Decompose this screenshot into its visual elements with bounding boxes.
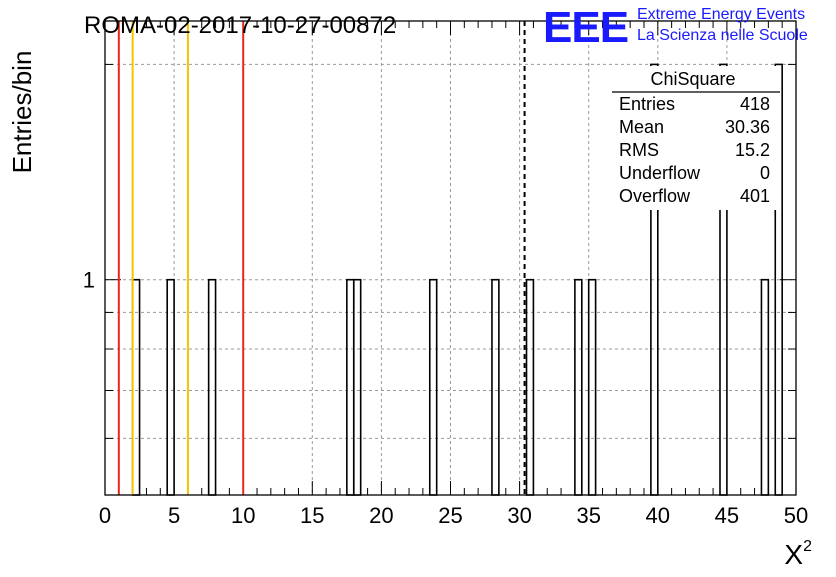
stats-row-rms: RMS 15.2 <box>619 140 770 160</box>
stats-box-background <box>612 66 780 210</box>
stats-row-entries: Entries 418 <box>619 94 770 114</box>
stats-value-entries: 418 <box>740 94 770 114</box>
x-tick-label: 0 <box>99 503 111 528</box>
stats-value-overflow: 401 <box>740 186 770 206</box>
chart-title: ROMA-02-2017-10-27-00872 <box>84 12 396 39</box>
logo-line-1: Extreme Energy Events <box>637 6 805 23</box>
stats-value-mean: 30.36 <box>725 117 770 137</box>
stats-label-overflow: Overflow <box>619 186 691 206</box>
x-tick-label: 30 <box>507 503 531 528</box>
eee-logo: EEE Extreme Energy Events La Scienza nel… <box>543 3 808 52</box>
x-axis-label: X2 <box>784 538 812 570</box>
stats-value-underflow: 0 <box>760 163 770 183</box>
y-tick-label: 1 <box>83 268 95 293</box>
stats-row-mean: Mean 30.36 <box>619 117 770 137</box>
plot-frame <box>104 20 797 496</box>
logo-line-2: La Scienza nelle Scuole <box>637 27 808 44</box>
x-axis-label-superscript: 2 <box>803 538 812 555</box>
stats-label-rms: RMS <box>619 140 659 160</box>
x-tick-label: 50 <box>784 503 808 528</box>
x-axis-label-base: X <box>784 539 803 570</box>
y-axis-label: Entries/bin <box>7 51 37 174</box>
x-tick-label: 20 <box>369 503 393 528</box>
stats-label-mean: Mean <box>619 117 664 137</box>
x-tick-label: 35 <box>576 503 600 528</box>
svg-text:X2: X2 <box>784 538 812 570</box>
logo-mark: EEE <box>543 3 628 52</box>
stats-box-title: ChiSquare <box>650 69 735 89</box>
reference-lines <box>117 21 526 495</box>
x-tick-label: 10 <box>231 503 255 528</box>
axis-ticks: 0 5 10 15 20 25 30 35 40 45 50 1 <box>83 21 808 528</box>
x-tick-label: 15 <box>300 503 324 528</box>
stats-value-rms: 15.2 <box>735 140 770 160</box>
x-tick-label: 25 <box>438 503 462 528</box>
stats-row-underflow: Underflow 0 <box>619 163 770 183</box>
stats-box: ChiSquare Entries 418 Mean 30.36 RMS 15.… <box>612 66 780 210</box>
x-tick-label: 45 <box>715 503 739 528</box>
x-tick-label: 5 <box>168 503 180 528</box>
x-tick-label: 40 <box>646 503 670 528</box>
stats-label-underflow: Underflow <box>619 163 701 183</box>
stats-label-entries: Entries <box>619 94 675 114</box>
stats-row-overflow: Overflow 401 <box>619 186 770 206</box>
